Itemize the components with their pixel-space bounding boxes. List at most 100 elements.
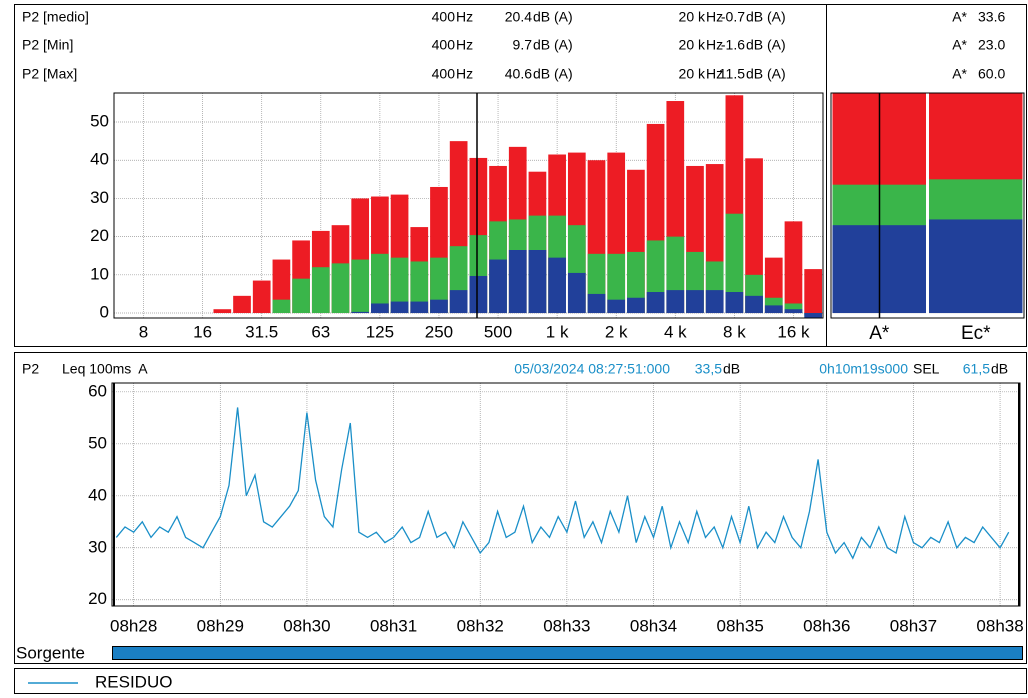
unit: Hz	[456, 66, 473, 82]
bar	[469, 275, 488, 314]
bar	[371, 303, 389, 314]
y-tick-label: 20	[88, 589, 107, 608]
plot-frame	[830, 92, 1025, 319]
y-tick-label: 50	[88, 433, 107, 452]
x-tick-label: 08h28	[110, 616, 157, 635]
x-tick-label: 63	[311, 322, 330, 341]
band-level: 23.0	[978, 37, 1005, 53]
plot-frame	[113, 92, 824, 319]
bar	[548, 257, 566, 314]
frequency: 400	[432, 66, 456, 82]
time-panel	[14, 352, 1027, 664]
band: A*	[952, 66, 967, 82]
bar	[764, 305, 783, 314]
unit: dB (A)	[533, 66, 573, 82]
bar	[292, 278, 310, 314]
frequency: 20 k	[679, 66, 706, 82]
series-label: P2 [medio]	[22, 9, 89, 25]
x-tick-label: 125	[366, 322, 394, 341]
bar	[489, 259, 507, 314]
x-tick-label: 08h36	[803, 616, 850, 635]
bar	[430, 299, 448, 314]
level: -0.7	[721, 9, 745, 25]
duration: 0h10m19s000	[819, 361, 908, 377]
unit: Hz	[706, 66, 723, 82]
bar	[804, 313, 822, 318]
unit: dB (A)	[746, 37, 786, 53]
unit: dB (A)	[533, 9, 573, 25]
bar	[390, 301, 409, 314]
bar	[686, 290, 704, 314]
bar	[213, 309, 232, 314]
sel-label: SEL	[913, 361, 940, 377]
unit: Hz	[706, 9, 723, 25]
legend-label: RESIDUO	[95, 672, 172, 691]
x-tick-label: 250	[425, 322, 453, 341]
sel-unit: dB	[991, 361, 1008, 377]
unit: Hz	[456, 9, 473, 25]
bar	[410, 301, 429, 314]
bar	[567, 272, 586, 314]
level: 11.5	[719, 66, 745, 82]
x-tick-label: 8 k	[723, 322, 746, 341]
band-level: 33.6	[978, 9, 1005, 25]
bar	[784, 309, 803, 314]
x-tick-label: 16 k	[777, 322, 810, 341]
bar	[666, 290, 685, 314]
bar	[627, 297, 645, 314]
level: 9.7	[513, 37, 533, 53]
series-label: P2 [Min]	[22, 37, 73, 53]
x-tick-label: 08h29	[197, 616, 244, 635]
bar	[331, 263, 350, 314]
bar	[528, 250, 547, 314]
level-unit: dB	[723, 361, 740, 377]
bar	[390, 257, 409, 314]
bar	[233, 295, 251, 314]
plot	[112, 383, 1020, 606]
unit: dB (A)	[533, 37, 573, 53]
bar	[272, 259, 291, 314]
cursor-time: 05/03/2024 08:27:51:000	[514, 361, 670, 377]
y-tick-label: 0	[100, 303, 109, 322]
x-tick-label: 08h33	[543, 616, 590, 635]
bar	[508, 250, 527, 314]
x-tick-label: 1 k	[546, 322, 569, 341]
bar	[351, 311, 370, 314]
mode: Leq 100ms A	[62, 361, 148, 377]
unit: Hz	[456, 37, 473, 53]
band: A*	[952, 37, 967, 53]
bar	[745, 295, 763, 314]
y-tick-label: 40	[88, 485, 107, 504]
x-tick-label: 16	[193, 322, 212, 341]
bar	[784, 303, 803, 314]
spectrum-panel	[14, 4, 1027, 347]
x-tick-label: A*	[869, 323, 890, 344]
unit: Hz	[706, 37, 723, 53]
unit: dB (A)	[746, 9, 786, 25]
level: -1.6	[721, 37, 745, 53]
bar	[351, 259, 370, 314]
x-tick-label: 08h31	[370, 616, 417, 635]
x-tick-label: 2 k	[605, 322, 628, 341]
x-tick-label: 500	[484, 322, 512, 341]
x-tick-label: 8	[139, 322, 148, 341]
bar	[272, 299, 291, 314]
line	[115, 407, 1010, 560]
bar	[607, 253, 626, 314]
bar	[929, 219, 1023, 314]
channel: P2	[22, 361, 39, 377]
x-tick-label: 08h38	[976, 616, 1023, 635]
x-tick-label: 4 k	[664, 322, 687, 341]
unit: dB (A)	[746, 66, 786, 82]
x-tick-label: 08h35	[717, 616, 764, 635]
source-bar	[112, 646, 1023, 660]
x-tick-label: 08h30	[283, 616, 330, 635]
level: 20.4	[505, 9, 532, 25]
x-tick-label: 08h32	[457, 616, 504, 635]
y-tick-label: 30	[88, 537, 107, 556]
frequency: 20 k	[679, 37, 706, 53]
bar	[705, 290, 724, 314]
bar	[725, 292, 744, 314]
x-tick-label: 08h37	[890, 616, 937, 635]
